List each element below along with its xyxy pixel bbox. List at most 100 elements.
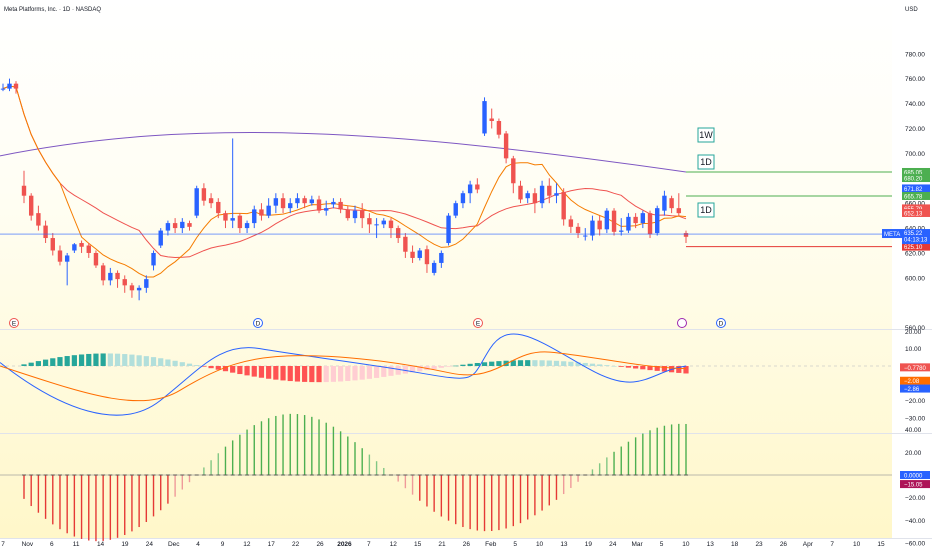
- time-tick-label: 24: [146, 541, 154, 548]
- macd-histogram-bar: [467, 363, 473, 366]
- candle: [230, 138, 235, 229]
- candle-body: [64, 255, 70, 262]
- osc-bar: [669, 424, 674, 476]
- macd-histogram-bar: [136, 355, 142, 366]
- macd-histogram-bar: [208, 366, 214, 369]
- macd-histogram-bar: [453, 365, 459, 367]
- candle-body: [547, 185, 552, 196]
- main-price-pane[interactable]: [0, 78, 892, 301]
- candle-body: [388, 220, 394, 229]
- candle: [324, 200, 329, 216]
- candle-body: [575, 226, 581, 234]
- macd-histogram-bar: [489, 361, 495, 366]
- macd-histogram-bar: [273, 366, 279, 380]
- time-tick-label: 17: [268, 541, 276, 548]
- candle: [43, 220, 48, 244]
- candle-body: [302, 198, 307, 204]
- candle-body: [165, 223, 171, 231]
- candle-body: [93, 252, 99, 266]
- candle: [503, 130, 509, 164]
- candle: [115, 270, 120, 288]
- candle: [223, 210, 228, 229]
- macd-histogram-bar: [352, 366, 358, 381]
- candle: [475, 178, 480, 194]
- candle: [539, 180, 545, 209]
- time-tick-label: Apr: [803, 541, 814, 548]
- current-price-tag-bg: [902, 229, 930, 245]
- candle: [561, 188, 566, 226]
- osc-bar: [22, 474, 26, 499]
- event-marker: E: [9, 318, 19, 328]
- osc-bar: [590, 469, 595, 476]
- candle: [7, 78, 12, 92]
- time-tick-label: 7: [367, 541, 371, 548]
- currency-label: USD: [905, 7, 918, 13]
- osc-bar: [259, 421, 264, 476]
- macd-histogram-bar: [158, 358, 164, 366]
- candle: [431, 260, 437, 276]
- osc-bar: [122, 474, 127, 536]
- candle-body: [108, 272, 113, 281]
- candle: [316, 195, 322, 214]
- candle-body: [223, 213, 228, 221]
- macd-histogram-bar: [309, 366, 315, 383]
- macd-histogram-bar: [237, 366, 243, 375]
- candle-body: [316, 199, 322, 211]
- event-marker-label: D: [719, 320, 724, 327]
- candle: [604, 208, 610, 234]
- time-axis[interactable]: 7 Nov 6 11 14 19 24 Dec 4 9 12 17 22 26 2026 7 12 15 21 26 F…: [1, 541, 885, 548]
- candle: [676, 193, 682, 216]
- candle: [172, 218, 178, 234]
- candle: [194, 185, 199, 219]
- price-level-tag: 625.10: [902, 242, 930, 251]
- candle-body: [244, 223, 250, 229]
- candle: [446, 213, 451, 246]
- candle: [367, 213, 372, 234]
- candle-body: [532, 193, 538, 204]
- candle: [100, 262, 106, 286]
- candle: [345, 205, 351, 221]
- macd-histogram-bar: [618, 366, 624, 367]
- osc-bar: [158, 474, 163, 511]
- macd-readout-text: −0.7780: [904, 366, 927, 372]
- candle: [57, 245, 63, 266]
- osc-tick-label: −40.00: [905, 518, 925, 525]
- price-axis[interactable]: 560.00600.00620.00640.00660.00680.00700.…: [882, 51, 930, 550]
- macd-histogram-bar: [93, 353, 99, 366]
- price-tick-label: 700.00: [905, 151, 925, 158]
- osc-bar: [597, 463, 602, 476]
- macd-histogram-bar: [474, 362, 480, 366]
- candle-body: [633, 216, 638, 224]
- macd-histogram-bar: [64, 356, 70, 366]
- macd-readout-bg: [900, 384, 930, 393]
- candle-body: [467, 184, 473, 194]
- osc-bar: [468, 474, 473, 530]
- time-tick-label: 11: [73, 541, 80, 548]
- macd-tick-label: 10.00: [905, 346, 922, 353]
- osc-bar: [504, 474, 509, 529]
- candle-body: [187, 223, 192, 227]
- time-tick-label: 23: [755, 541, 763, 548]
- osc-bar: [345, 436, 350, 476]
- candle: [151, 250, 156, 271]
- time-tick-label: Nov: [22, 541, 34, 548]
- candle: [273, 193, 279, 214]
- macd-pane[interactable]: [0, 333, 892, 416]
- candle-body: [503, 133, 509, 159]
- price-level-tag-bg: [902, 191, 930, 200]
- candle-body: [374, 224, 379, 226]
- candle-body: [669, 198, 674, 209]
- candle: [144, 275, 149, 293]
- macd-histogram-bar: [517, 360, 524, 366]
- candle-body: [683, 233, 689, 237]
- event-marker-circle: [253, 318, 263, 328]
- macd-histogram-bar: [143, 356, 149, 366]
- osc-bar: [50, 474, 55, 525]
- candle-body: [518, 185, 523, 200]
- candle-body: [525, 193, 530, 199]
- oscillator-pane[interactable]: [0, 413, 892, 542]
- macd-histogram-bar: [417, 366, 423, 372]
- candle: [158, 228, 163, 248]
- candle: [647, 210, 653, 239]
